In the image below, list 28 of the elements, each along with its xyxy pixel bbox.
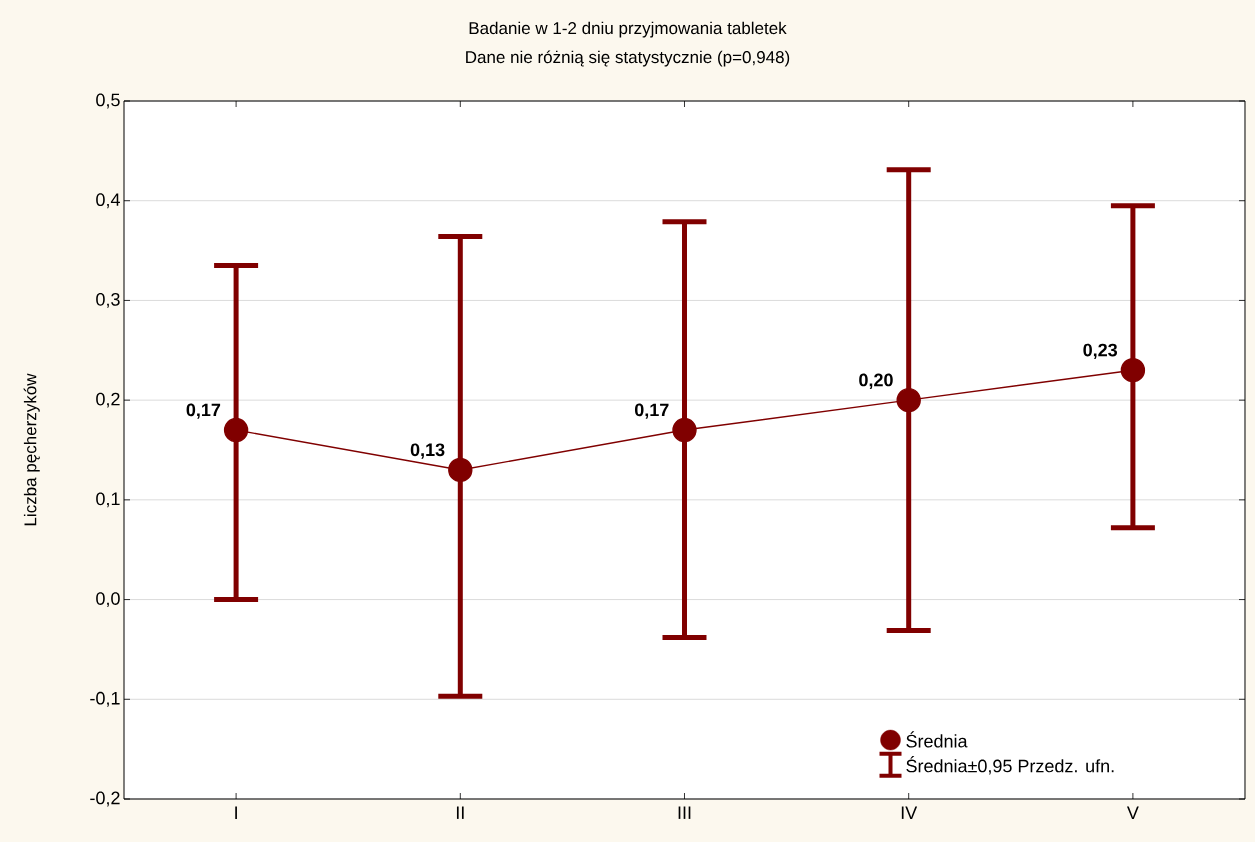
point (223, 417, 249, 443)
x-tick-label: II (456, 806, 464, 819)
data-label: 0,17 (634, 403, 669, 419)
y-tick-label: 0,1 (96, 492, 120, 508)
y-tick-label: -0,1 (90, 691, 120, 707)
data-label: 0,17 (186, 403, 221, 419)
point (896, 387, 921, 413)
y-tick-label: 0,0 (96, 592, 120, 607)
y-tick-label: 0,5 (96, 93, 120, 109)
chart-title: Badanie w 1-2 dniu przyjmowania tabletek (469, 21, 787, 38)
point (448, 457, 473, 483)
point (1120, 358, 1146, 383)
data-label: 0,13 (410, 443, 445, 459)
chart-subtitle: Dane nie różnią się statystycznie (p=0,948) (466, 50, 790, 67)
y-tick-label: 0,4 (96, 193, 120, 209)
x-tick-label: I (235, 806, 237, 819)
y-tick-label: 0,2 (96, 392, 120, 408)
y-axis-title: Liczba pęcherzyków (23, 373, 40, 526)
x-tick-label: IV (901, 806, 918, 819)
y-tick-label: -0,2 (90, 791, 120, 807)
data-label: 0,20 (859, 373, 893, 389)
data-label: 0,23 (1083, 343, 1118, 360)
x-tick-label: III (678, 806, 691, 819)
annotation: Średnia±0,95 Przedz. ufn. (906, 756, 1114, 775)
legend-label: Średnia (906, 731, 968, 748)
point (672, 417, 697, 443)
x-tick-label: V (1126, 806, 1139, 819)
y-tick-label: 0,3 (96, 293, 120, 308)
